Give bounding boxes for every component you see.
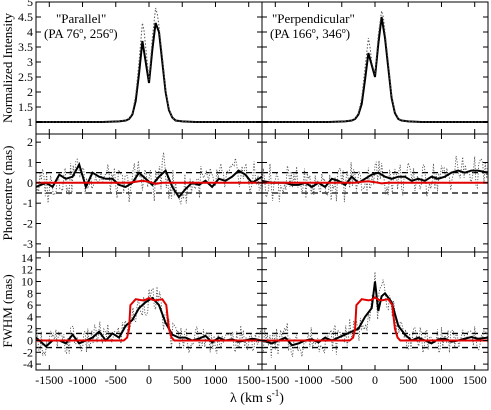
y-tick-label-photocentre: 1 (27, 155, 33, 169)
y-tick-label-fwhm: 4 (27, 310, 33, 324)
series-model-photocentre-1 (262, 180, 488, 185)
x-tick-label: 1500 (463, 373, 487, 387)
y-tick-label-fwhm: -4 (23, 357, 33, 371)
y-tick-label-fwhm: 8 (27, 286, 33, 300)
series-binned-intensity-0 (36, 22, 262, 123)
data-layer (36, 7, 488, 359)
y-tick-label-fwhm: 12 (21, 263, 33, 277)
y-tick-label-intensity: 5 (27, 0, 33, 9)
y-tick-label-intensity: 4.5 (18, 10, 33, 24)
y-tick-label-intensity: 3.5 (18, 40, 33, 54)
x-tick-label: 1000 (203, 373, 227, 387)
x-tick-label: 500 (173, 373, 191, 387)
x-tick-label: -1000 (69, 373, 97, 387)
y-tick-label-photocentre: -3 (23, 237, 33, 251)
y-tick-label-fwhm: 14 (21, 251, 33, 265)
x-tick-label: -500 (105, 373, 127, 387)
series-model-photocentre-0 (36, 179, 262, 185)
x-tick-label: 0 (146, 373, 152, 387)
x-tick-label: -1500 (261, 373, 289, 387)
full-resolution-trace-fwhm-1 (262, 271, 488, 359)
series-binned-fwhm-1 (262, 281, 488, 347)
x-tick-label: 500 (399, 373, 417, 387)
y-tick-label-fwhm: 10 (21, 275, 33, 289)
y-axis-label-fwhm: FWHM (mas) (0, 274, 15, 347)
series-model-fwhm-1 (262, 296, 488, 342)
right-title-line2: (PA 166o, 346o) (270, 26, 350, 41)
left-title-line2: (PA 76o, 256o) (44, 26, 118, 41)
x-tick-label: -1500 (35, 373, 63, 387)
y-tick-label-fwhm: 2 (27, 322, 33, 336)
series-full-resolution-intensity-1 (262, 10, 488, 123)
panel-frame-fwhm-1 (261, 251, 489, 371)
y-tick-label-photocentre: 0 (27, 176, 33, 190)
y-tick-label-fwhm: 6 (27, 298, 33, 312)
y-tick-label-intensity: 3 (27, 55, 33, 69)
right-title-line1: "Perpendicular" (272, 11, 355, 26)
y-axis-label-intensity: Normalized Intensity (0, 12, 15, 123)
series-full-resolution-intensity-0 (36, 7, 262, 123)
series-binned-intensity-1 (262, 16, 488, 123)
y-tick-label-fwhm: 0 (27, 334, 33, 348)
left-title-line1: "Parallel" (56, 11, 106, 26)
y-tick-label-intensity: 1.5 (18, 100, 33, 114)
full-resolution-trace-photocentre-1 (262, 155, 488, 203)
panel-frame-fwhm-0 (35, 251, 263, 371)
y-tick-label-intensity: 2 (27, 85, 33, 99)
y-axis-label-photocentre: Photocentre (mas) (0, 146, 15, 241)
series-model-fwhm-0 (36, 296, 262, 342)
y-tick-label-photocentre: 2 (27, 135, 33, 149)
y-tick-label-intensity: 1 (27, 115, 33, 129)
y-tick-label-fwhm: -2 (23, 345, 33, 359)
y-tick-label-photocentre: -1 (23, 196, 33, 210)
x-tick-label: -500 (331, 373, 353, 387)
x-tick-label: 1000 (429, 373, 453, 387)
x-tick-label: -1000 (295, 373, 323, 387)
series-binned-fwhm-0 (36, 296, 262, 348)
y-tick-label-intensity: 2.5 (18, 70, 33, 84)
x-tick-label: 1500 (237, 373, 261, 387)
y-tick-label-intensity: 4 (27, 25, 33, 39)
y-tick-label-photocentre: -2 (23, 217, 33, 231)
series-binned-photocentre-1 (262, 169, 488, 189)
x-axis-label: λ (km s-1) (230, 388, 284, 406)
x-tick-label: 0 (372, 373, 378, 387)
